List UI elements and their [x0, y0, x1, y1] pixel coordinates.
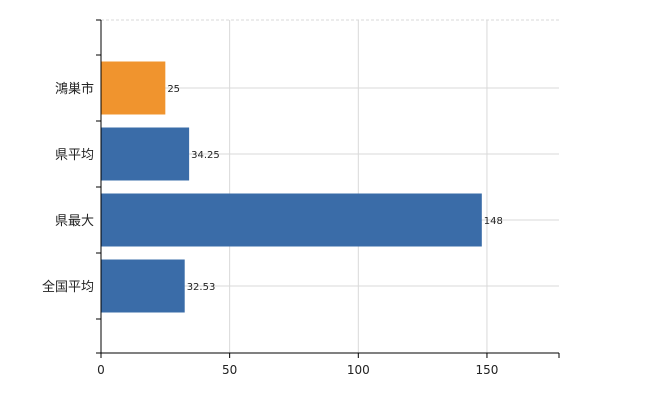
bar [101, 61, 166, 115]
axes [96, 19, 560, 358]
bar [101, 259, 185, 313]
x-tick-label: 100 [347, 363, 370, 377]
x-tick-label: 0 [97, 363, 105, 377]
category-label: 県最大 [55, 214, 94, 229]
data-label: 25 [167, 84, 180, 95]
bars [101, 61, 482, 313]
bar [101, 127, 190, 181]
x-tick-label: 50 [222, 363, 237, 377]
category-label: 鴻巣市 [55, 81, 94, 97]
x-tick-label: 150 [476, 363, 499, 377]
category-label: 全国平均 [42, 279, 94, 295]
category-label: 県平均 [55, 148, 94, 163]
bar [101, 193, 482, 247]
data-label: 148 [484, 216, 503, 227]
data-label: 34.25 [191, 150, 220, 161]
data-label: 32.53 [187, 282, 216, 293]
